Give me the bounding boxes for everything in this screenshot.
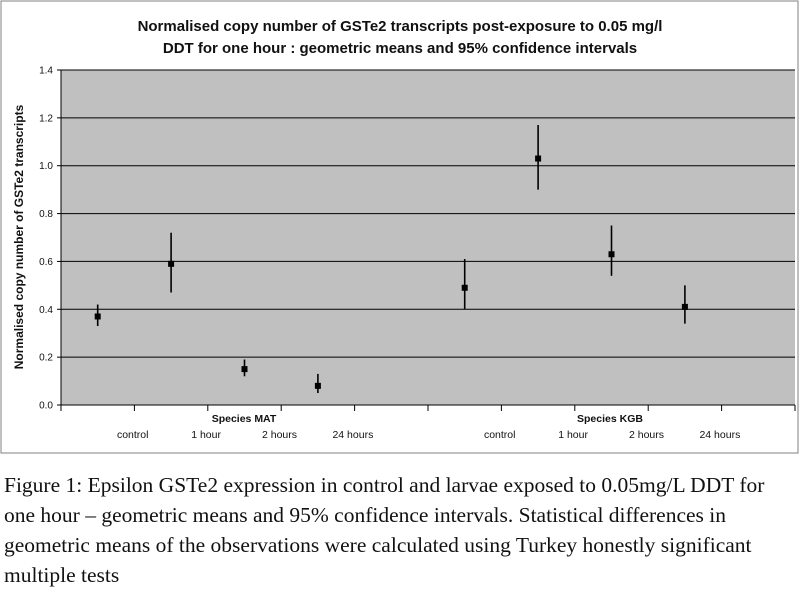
mean-point <box>94 313 101 320</box>
x-category-label: 1 hour <box>191 429 221 441</box>
x-category-label: 2 hours <box>262 429 297 441</box>
mean-point <box>535 155 542 162</box>
y-tick-label: 1.2 <box>39 113 53 124</box>
x-category-label: 24 hours <box>699 429 740 441</box>
mean-point <box>681 303 688 310</box>
y-tick-label: 0.4 <box>39 305 53 316</box>
y-tick-label: 0.0 <box>39 401 53 412</box>
y-tick-label: 0.2 <box>39 353 53 364</box>
y-tick-label: 1.0 <box>39 161 53 172</box>
mean-point <box>314 382 321 389</box>
y-tick-label: 0.6 <box>39 257 53 268</box>
chart-svg: Normalised copy number of GSTe2 transcri… <box>0 0 799 454</box>
y-tick-label: 1.4 <box>39 66 53 77</box>
data-points <box>94 125 688 394</box>
plot-area <box>61 70 795 405</box>
chart-title-line-2: DDT for one hour : geometric means and 9… <box>163 40 637 57</box>
group-label-mat: Species MAT <box>212 413 277 425</box>
x-category-label: 1 hour <box>558 429 588 441</box>
y-tick-label: 0.8 <box>39 209 53 220</box>
y-axis-label: Normalised copy number of GSTe2 transcri… <box>12 104 26 369</box>
x-category-label: 24 hours <box>332 429 373 441</box>
x-category-label: control <box>117 429 149 441</box>
mean-point <box>608 251 615 258</box>
x-category-label: 2 hours <box>629 429 664 441</box>
x-axis: control 1 hour 2 hours 24 hours control 1 hou… <box>60 404 796 441</box>
mean-point <box>241 366 248 373</box>
group-label-kgb: Species KGB <box>577 413 643 425</box>
mean-point <box>168 260 175 267</box>
chart-title-line-1: Normalised copy number of GSTe2 transcri… <box>138 18 663 35</box>
chart-figure: Normalised copy number of GSTe2 transcri… <box>0 0 799 454</box>
figure-caption: Figure 1: Epsilon GSTe2 expression in co… <box>4 473 765 587</box>
mean-point <box>461 284 468 291</box>
y-tick-labels: 0.0 0.2 0.4 0.6 0.8 1.0 1.2 1.4 <box>39 66 62 412</box>
gridlines <box>61 69 795 358</box>
x-category-label: control <box>484 429 516 441</box>
